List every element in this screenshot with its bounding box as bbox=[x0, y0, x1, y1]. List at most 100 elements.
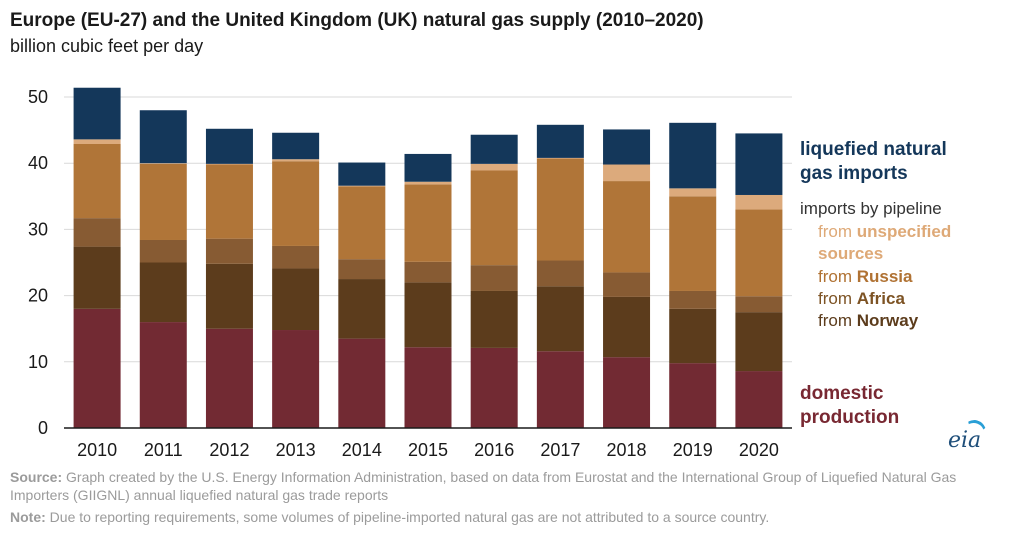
bar-segment-africa bbox=[404, 261, 452, 283]
bar-segment-unspecified bbox=[470, 163, 518, 171]
source-text: Graph created by the U.S. Energy Informa… bbox=[10, 469, 957, 503]
x-tick-label: 2010 bbox=[77, 440, 117, 460]
bar-segment-russia bbox=[735, 209, 783, 297]
legend-norway-label: Norway bbox=[856, 311, 919, 330]
bar-segment-norway bbox=[536, 286, 584, 352]
bar-segment-unspecified bbox=[404, 181, 452, 185]
legend-unspecified-line1: unspecified bbox=[856, 222, 952, 241]
bar-segment-lng bbox=[669, 122, 717, 189]
bar-segment-unspecified bbox=[139, 163, 187, 164]
bar-segment-africa bbox=[735, 296, 783, 313]
bar-segment-domestic bbox=[603, 357, 651, 428]
bar-segment-lng bbox=[73, 87, 121, 140]
bar-segment-lng bbox=[272, 132, 320, 160]
bar-segment-norway bbox=[669, 308, 717, 364]
x-tick-label: 2016 bbox=[474, 440, 514, 460]
bar-segment-norway bbox=[205, 263, 253, 329]
bar-segment-domestic bbox=[404, 347, 452, 428]
bar-segment-norway bbox=[338, 279, 386, 339]
bar-segment-africa bbox=[272, 245, 320, 269]
chart-title: Europe (EU-27) and the United Kingdom (U… bbox=[10, 10, 704, 31]
legend-lng-line2: gas imports bbox=[800, 163, 908, 184]
bar-segment-lng bbox=[205, 128, 253, 164]
bar-segment-africa bbox=[73, 218, 121, 247]
bar-segment-russia bbox=[205, 164, 253, 239]
legend-russia: from Russia bbox=[818, 266, 912, 288]
legend-from-label: from bbox=[818, 267, 852, 286]
x-tick-label: 2019 bbox=[673, 440, 713, 460]
x-tick-label: 2017 bbox=[540, 440, 580, 460]
x-tick-label: 2011 bbox=[144, 440, 183, 460]
bar-segment-domestic bbox=[338, 338, 386, 428]
bar-segment-africa bbox=[338, 259, 386, 280]
bar-segment-russia bbox=[603, 181, 651, 273]
legend-from-label: from bbox=[818, 222, 852, 241]
y-tick-label: 10 bbox=[28, 352, 48, 372]
bar-segment-lng bbox=[139, 110, 187, 164]
bar-segment-lng bbox=[536, 124, 584, 158]
bar-segment-russia bbox=[404, 184, 452, 262]
stacked-bar-chart: 0 10 20 30 40 50 2010 2011 2012 2013 2014 2015 2016 2… bbox=[28, 87, 792, 460]
bar-segment-norway bbox=[73, 246, 121, 309]
bar-segment-domestic bbox=[139, 322, 187, 428]
bar-segment-lng bbox=[338, 162, 386, 186]
bar-segment-africa bbox=[669, 290, 717, 309]
bar-segment-lng bbox=[735, 133, 783, 195]
bar-segment-unspecified bbox=[205, 163, 253, 165]
x-tick-label: 2014 bbox=[342, 440, 382, 460]
x-tick-label: 2020 bbox=[739, 440, 779, 460]
bar-segment-unspecified bbox=[735, 194, 783, 210]
note-label: Note: bbox=[10, 509, 46, 525]
y-tick-label: 20 bbox=[28, 286, 48, 306]
eia-logo: eia bbox=[948, 428, 982, 453]
bar-segment-unspecified bbox=[669, 188, 717, 197]
legend-domestic-line2: production bbox=[800, 407, 900, 428]
legend-africa: from Africa bbox=[818, 288, 905, 310]
bar-segment-russia bbox=[139, 163, 187, 240]
legend-lng-line1: liquefied natural bbox=[800, 139, 947, 160]
y-tick-label: 30 bbox=[28, 219, 48, 239]
bar-segment-russia bbox=[669, 196, 717, 291]
note-text: Due to reporting requirements, some volu… bbox=[49, 509, 770, 525]
legend-domestic-line1: domestic bbox=[800, 383, 884, 404]
bar-segment-africa bbox=[536, 260, 584, 287]
bar-segment-lng bbox=[603, 129, 651, 165]
bar-segment-russia bbox=[536, 158, 584, 261]
y-tick-label: 40 bbox=[28, 153, 48, 173]
source-label: Source: bbox=[10, 469, 63, 485]
chart-subtitle: billion cubic feet per day bbox=[10, 36, 204, 56]
bar-segment-lng bbox=[470, 134, 518, 164]
bar-segment-domestic bbox=[669, 363, 717, 428]
bar-segment-russia bbox=[338, 186, 386, 260]
legend-unspecified-line2: sources bbox=[818, 244, 884, 263]
x-tick-label: 2018 bbox=[607, 440, 647, 460]
legend-africa-label: Africa bbox=[856, 289, 905, 308]
bar-segment-norway bbox=[603, 296, 651, 358]
bar-segment-domestic bbox=[272, 330, 320, 428]
bar-segment-unspecified bbox=[338, 185, 386, 187]
legend-russia-label: Russia bbox=[856, 267, 913, 286]
legend-norway: from Norway bbox=[818, 310, 918, 332]
y-tick-label: 0 bbox=[38, 418, 48, 438]
bar-segment-unspecified bbox=[603, 164, 651, 182]
bar-segment-domestic bbox=[73, 308, 121, 428]
bar-segment-africa bbox=[205, 238, 253, 264]
bar-segment-russia bbox=[73, 144, 121, 219]
bar-segment-domestic bbox=[536, 351, 584, 428]
x-tick-label: 2013 bbox=[276, 440, 316, 460]
bar-segment-africa bbox=[470, 265, 518, 291]
x-tick-label: 2015 bbox=[408, 440, 448, 460]
bar-segment-lng bbox=[404, 153, 452, 182]
bar-segment-norway bbox=[735, 312, 783, 372]
bar-segment-unspecified bbox=[536, 157, 584, 159]
legend-domestic: domestic production bbox=[800, 382, 899, 430]
bar-segment-norway bbox=[470, 290, 518, 348]
legend-from-label: from bbox=[818, 289, 852, 308]
legend-pipeline: imports by pipeline bbox=[800, 199, 942, 218]
bar-segment-unspecified bbox=[73, 139, 121, 145]
bar-segment-africa bbox=[603, 272, 651, 297]
y-tick-label: 50 bbox=[28, 87, 48, 107]
legend-unspecified: from unspecified sources bbox=[818, 221, 951, 265]
bar-segment-domestic bbox=[470, 347, 518, 428]
legend-lng: liquefied natural gas imports bbox=[800, 138, 947, 186]
